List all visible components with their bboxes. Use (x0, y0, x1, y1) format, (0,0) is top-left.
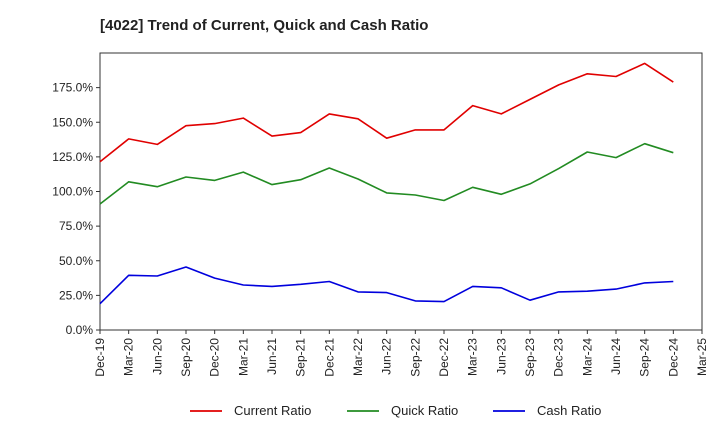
x-tick-label: Mar-25 (695, 338, 709, 376)
x-tick-label: Jun-22 (380, 338, 394, 375)
y-tick-label: 100.0% (52, 185, 93, 199)
x-tick-label: Dec-24 (666, 338, 680, 377)
x-tick-label: Dec-23 (552, 338, 566, 377)
y-tick-label: 75.0% (59, 219, 93, 233)
x-tick-label: Mar-21 (236, 338, 250, 376)
legend: Current Ratio Quick Ratio Cash Ratio (190, 403, 601, 418)
x-tick-label: Mar-23 (466, 338, 480, 376)
series-line-current-ratio (99, 62, 674, 163)
y-tick-label: 175.0% (52, 81, 93, 95)
legend-label: Cash Ratio (537, 403, 601, 418)
x-tick-label: Sep-24 (638, 338, 652, 377)
legend-label: Current Ratio (234, 403, 311, 418)
axes: 0.0% 25.0% 50.0% 75.0% 100.0% 125.0% 150.0% 175… (52, 52, 709, 377)
x-tick-label: Dec-20 (208, 338, 222, 377)
x-tick-label: Jun-23 (494, 338, 508, 375)
x-tick-label: Sep-21 (294, 338, 308, 377)
x-tick-label: Sep-23 (523, 338, 537, 377)
y-tick-label: 50.0% (59, 254, 93, 268)
y-tick-label: 125.0% (52, 150, 93, 164)
y-tick-label: 25.0% (59, 288, 93, 302)
x-tick-label: Jun-21 (265, 338, 279, 375)
legend-label: Quick Ratio (391, 403, 458, 418)
series-line-quick-ratio (99, 142, 674, 205)
x-tick-label: Mar-20 (122, 338, 136, 376)
chart-title: [4022] Trend of Current, Quick and Cash … (100, 17, 428, 34)
x-tick-label: Dec-19 (93, 338, 107, 377)
x-tick-label: Mar-24 (580, 338, 594, 376)
x-tick-label: Dec-22 (437, 338, 451, 377)
y-tick-label: 150.0% (52, 115, 93, 129)
x-tick-label: Sep-22 (408, 338, 422, 377)
x-tick-label: Jun-20 (150, 338, 164, 375)
x-tick-label: Mar-22 (351, 338, 365, 376)
series (99, 62, 674, 305)
y-tick-label: 0.0% (66, 323, 94, 337)
x-tick-label: Sep-20 (179, 338, 193, 377)
plot-frame (99, 52, 703, 331)
series-line-cash-ratio (99, 266, 674, 305)
x-tick-label: Jun-24 (609, 338, 623, 375)
x-tick-label: Dec-21 (322, 338, 336, 377)
